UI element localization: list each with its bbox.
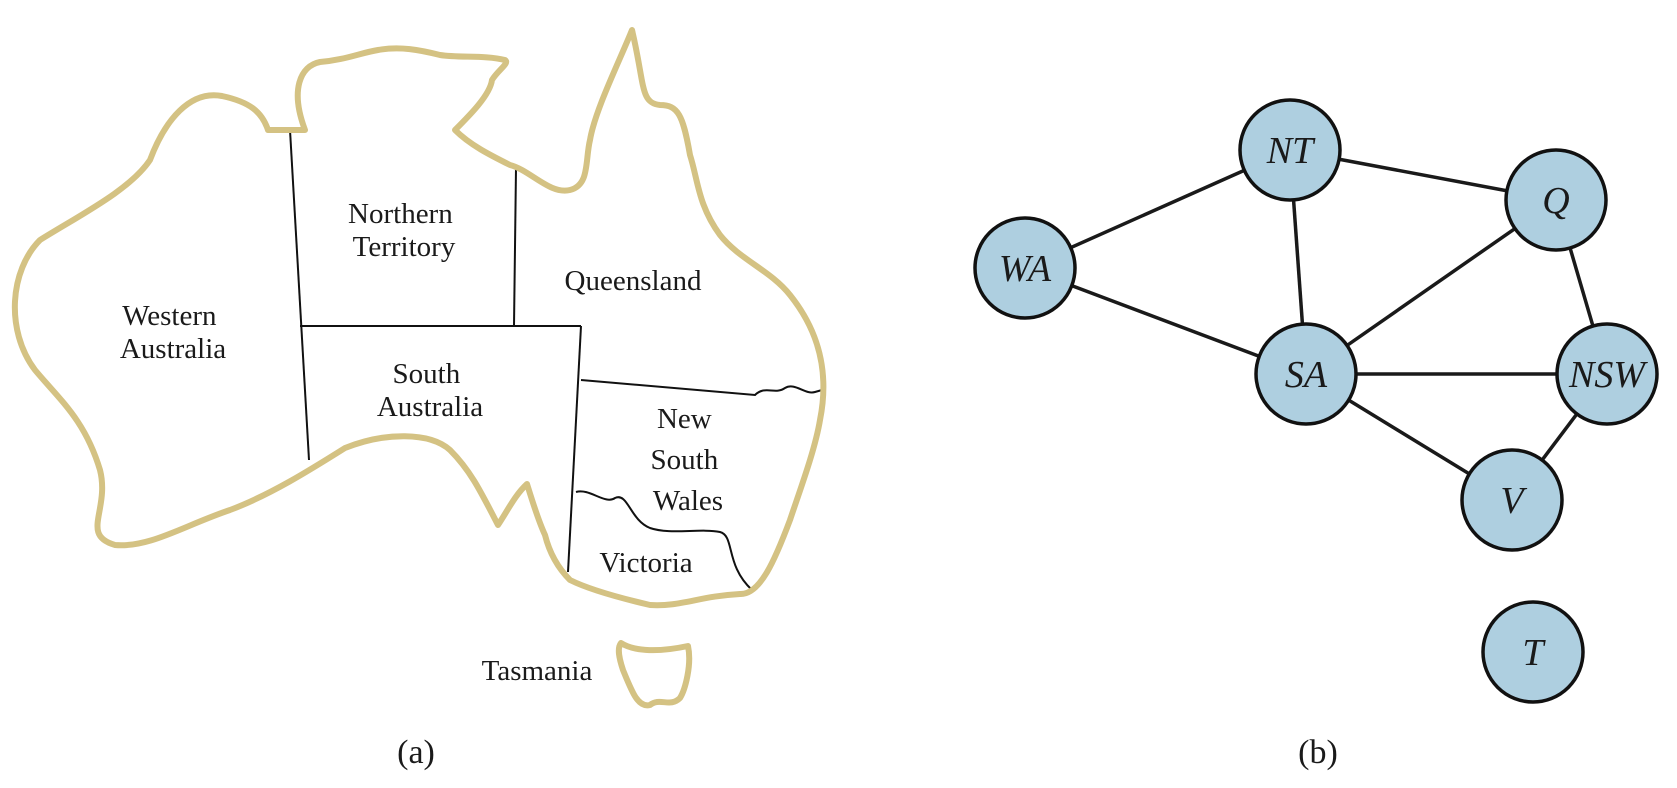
node-label-v: V <box>1500 480 1527 522</box>
label-new-south-wales: New South Wales <box>651 403 726 517</box>
label-tasmania: Tasmania <box>482 655 593 687</box>
label-western-australia: Western Australia <box>120 300 226 365</box>
label-victoria: Victoria <box>599 547 692 579</box>
node-v: V <box>1460 448 1564 552</box>
node-label-nsw: NSW <box>1568 354 1648 396</box>
node-circle-t <box>1481 600 1585 704</box>
node-circle-v <box>1460 448 1564 552</box>
caption-b: (b) <box>1298 734 1338 771</box>
node-label-wa: WA <box>999 248 1052 290</box>
border-nsw-vic <box>575 490 753 591</box>
node-label-q: Q <box>1542 180 1569 222</box>
node-circle-q <box>1504 148 1608 252</box>
node-wa: WA <box>973 216 1077 320</box>
node-sa: SA <box>1254 322 1358 426</box>
node-label-nt: NT <box>1266 130 1316 172</box>
node-label-t: T <box>1522 632 1546 674</box>
node-t: T <box>1481 600 1585 704</box>
node-nsw: NSW <box>1555 322 1659 426</box>
mainland-coastline <box>11 27 827 609</box>
node-circle-sa <box>1254 322 1358 426</box>
node-circle-nt <box>1238 98 1342 202</box>
constraint-graph: WA NT Q SA NSW V T (b) <box>973 98 1659 771</box>
border-wa-nt-sa <box>289 129 310 461</box>
node-circle-nsw <box>1555 322 1659 426</box>
tasmania-island <box>615 640 693 709</box>
node-label-sa: SA <box>1285 354 1328 396</box>
node-circle-wa <box>973 216 1077 320</box>
border-sa-east <box>567 325 582 573</box>
state-borders <box>289 129 823 591</box>
label-queensland: Queensland <box>565 265 702 297</box>
label-south-australia: South Australia <box>377 358 483 423</box>
label-northern-territory: Northern Territory <box>348 198 460 263</box>
caption-a: (a) <box>397 734 435 771</box>
border-qld-nsw <box>580 379 823 397</box>
node-nt: NT <box>1238 98 1342 202</box>
graph-nodes: WA NT Q SA NSW V T <box>973 98 1659 704</box>
australia-map: Western Australia Northern Territory Que… <box>11 27 827 771</box>
border-nt-qld <box>513 167 517 327</box>
node-q: Q <box>1504 148 1608 252</box>
